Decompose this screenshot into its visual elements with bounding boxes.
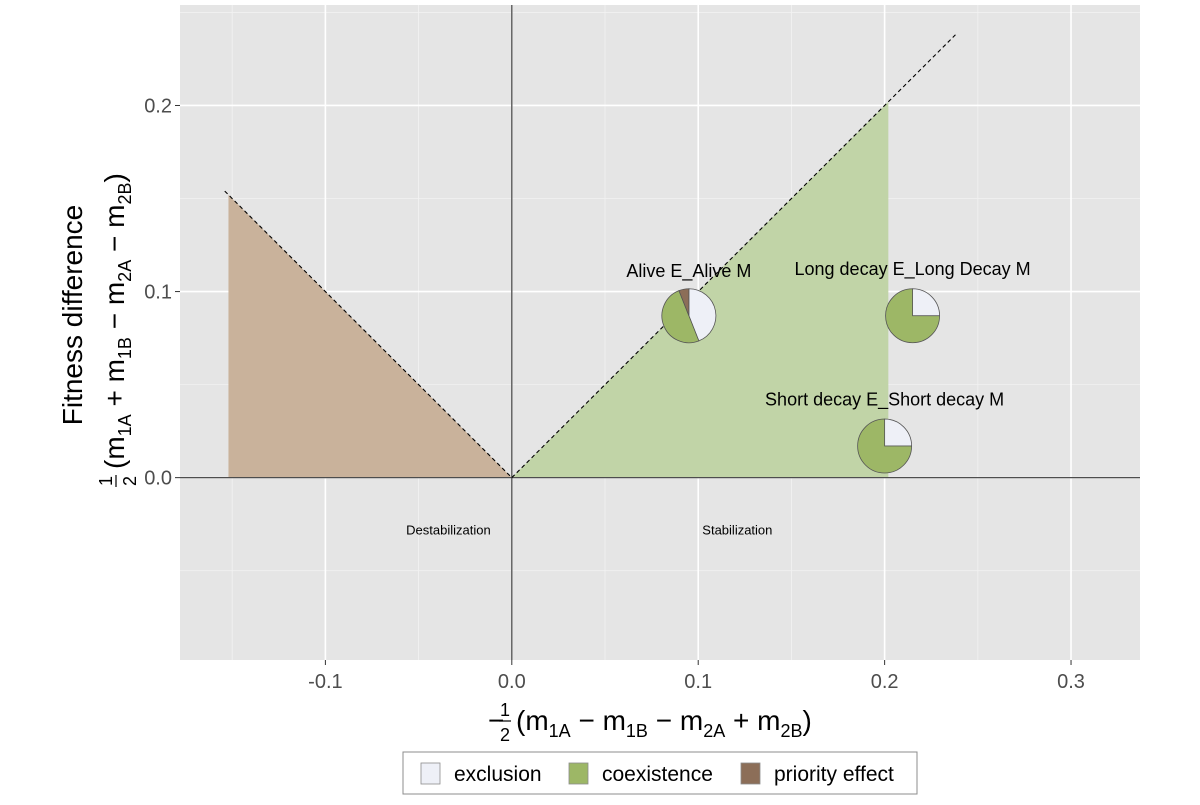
pie-slice-coexistence <box>661 290 700 344</box>
y-label-expression: (m1A + m1B − m2A − m2B) <box>99 173 135 469</box>
y-axis-label: Fitness difference 1 2 (m1A + m1B − m2A … <box>57 173 140 487</box>
x-expr-part: − m <box>571 705 626 736</box>
y-expr-part: − m <box>99 282 130 337</box>
x-tick-label: 0.3 <box>1057 671 1085 693</box>
y-expr-sub: 2A <box>115 260 135 282</box>
region-annotation: Stabilization <box>702 523 772 538</box>
x-axis-label: − 1 2 (m1A − m1B − m2A + m2B) <box>488 700 812 745</box>
y-tick-label: 0.2 <box>144 95 172 117</box>
y-expr-sub: 2B <box>115 183 135 205</box>
legend-label: priority effect <box>774 763 894 786</box>
x-tick-label: 0.2 <box>871 671 899 693</box>
y-label-frac-den: 2 <box>120 476 140 486</box>
y-label-frac-num: 1 <box>96 476 116 486</box>
axis-ticks: -0.1 0.0 0.1 0.2 0.3 0.0 0.1 0.2 <box>144 95 1085 693</box>
x-tick-label: 0.0 <box>498 671 526 693</box>
x-expr-sub: 1A <box>549 721 571 741</box>
x-expr-part: − m <box>648 705 703 736</box>
pie-marker <box>885 288 940 344</box>
legend-swatch-coexistence <box>568 762 589 785</box>
x-expr-part: + m <box>725 705 780 736</box>
pie-marker-label: Long decay E_Long Decay M <box>795 259 1031 280</box>
legend-swatch-priority-effect <box>740 762 761 785</box>
y-expr-part: ) <box>99 173 130 182</box>
x-label-frac-den: 2 <box>500 725 510 745</box>
x-expr-sub: 2A <box>703 721 725 741</box>
pie-marker-label: Short decay E_Short decay M <box>765 389 1004 410</box>
pie-marker-label: Alive E_Alive M <box>626 261 751 282</box>
y-expr-part: + m <box>99 359 130 414</box>
pie-marker <box>661 288 717 344</box>
pie-marker <box>857 418 913 474</box>
y-expr-sub: 1B <box>115 337 135 359</box>
minor-gridlines <box>180 5 1140 660</box>
x-expr-sub: 2B <box>780 721 802 741</box>
x-expr-part: (m <box>516 705 549 736</box>
pie-slice-coexistence <box>885 288 940 344</box>
x-tick-label: 0.1 <box>684 671 712 693</box>
x-expr-part: ) <box>802 705 811 736</box>
region-annotation: Destabilization <box>406 523 491 538</box>
boundary-lines <box>224 34 956 479</box>
y-expr-sub: 1A <box>115 414 135 436</box>
x-label-frac-num: 1 <box>500 700 510 720</box>
y-tick-label: 0.1 <box>144 282 172 304</box>
legend-swatch-exclusion <box>420 762 441 785</box>
legend-label: exclusion <box>454 763 542 786</box>
boundary-line <box>224 190 513 479</box>
x-label-expression: (m1A − m1B − m2A + m2B) <box>516 705 812 741</box>
pie-slice-exclusion <box>884 418 913 447</box>
x-tick-label: -0.1 <box>308 671 342 693</box>
legend-label: coexistence <box>602 763 713 786</box>
y-expr-part: (m <box>99 436 130 469</box>
x-label-prefix: − <box>488 705 504 736</box>
pie-slice-exclusion <box>912 288 940 317</box>
legend-box <box>402 751 918 795</box>
x-expr-sub: 1B <box>626 721 648 741</box>
pie-slice-coexistence <box>857 418 913 474</box>
region-annotations: Destabilization Stabilization <box>406 523 772 538</box>
y-tick-label: 0.0 <box>144 468 172 490</box>
legend: exclusion coexistence priority effect <box>402 751 918 795</box>
y-expr-part: − m <box>99 205 130 260</box>
pie-slice-priority-effect <box>678 288 690 316</box>
pie-markers: Alive E_Alive M Long decay E_Long Decay M… <box>626 259 1031 474</box>
zero-axes <box>180 5 1140 660</box>
pie-slice-exclusion <box>688 288 717 342</box>
y-label-title: Fitness difference <box>57 205 88 426</box>
